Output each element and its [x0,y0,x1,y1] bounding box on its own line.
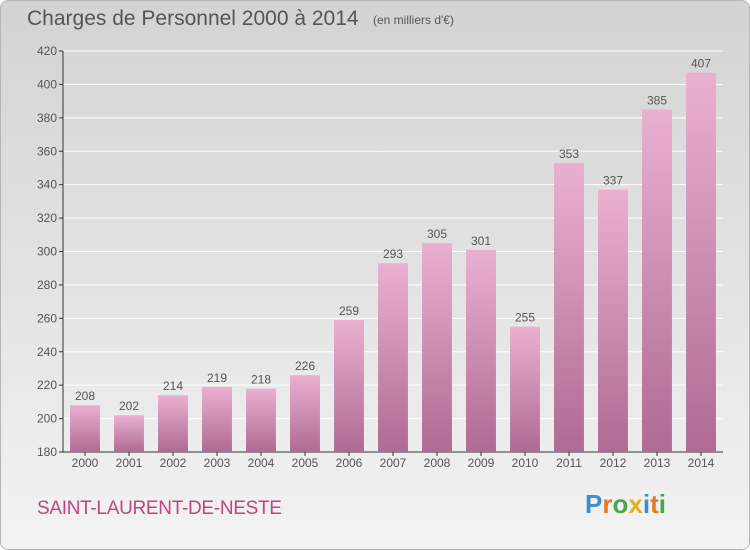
y-tick-label: 280 [37,278,57,292]
chart-units: (en milliers d'€) [373,13,454,27]
bar-value-label: 214 [163,379,183,393]
x-tick-label: 2003 [204,456,231,470]
bar-value-label: 208 [75,389,95,403]
bar-value-label: 301 [471,234,491,248]
x-tick-label: 2000 [72,456,99,470]
x-tick-label: 2011 [556,456,582,470]
bar-2011 [554,162,584,452]
y-tick-label: 400 [37,77,57,91]
y-tick-label: 200 [37,412,57,426]
x-tick-label: 2013 [644,456,671,470]
y-tick-label: 240 [37,345,57,359]
logo-letter: i [658,489,666,519]
bar-2013 [642,109,672,453]
axes: 180 200 220 240 260 280 300 320 340 360 380 400 420 2… [37,44,723,470]
x-tick-label: 2009 [468,456,495,470]
bar-value-label: 218 [251,373,271,387]
y-tick-label: 180 [37,445,57,459]
bar-2007 [378,263,408,452]
bar-value-label: 353 [559,147,579,161]
bar-2005 [290,375,320,452]
bar-2000 [70,405,100,452]
y-tick-label: 380 [37,111,57,125]
bar-2004 [246,388,276,452]
bar-2003 [202,386,232,452]
bar-2010 [510,326,540,452]
x-tick-label: 2012 [600,456,627,470]
bar-value-label: 293 [383,247,403,261]
y-tick-label: 340 [37,178,57,192]
bar-2012 [598,189,628,452]
bar-value-label: 226 [295,359,315,373]
x-tick-label: 2010 [512,456,539,470]
chart-title: Charges de Personnel 2000 à 2014 [27,7,359,30]
y-tick-label: 260 [37,311,57,325]
bar-value-label: 385 [647,93,667,107]
bar-value-label: 337 [603,174,623,188]
y-tick-label: 220 [37,378,57,392]
logo-letter: i [642,489,651,519]
x-tick-label: 2005 [292,456,319,470]
bar-value-label: 202 [119,399,139,413]
x-tick-label: 2001 [116,456,143,470]
logo-letter: o [612,489,629,519]
bar-value-label: 407 [691,57,711,71]
bar-2001 [114,415,144,452]
logo-letter: r [602,489,613,519]
bar-2006 [334,320,364,452]
proxiti-logo[interactable]: Proxiti [585,489,666,520]
bars [70,72,716,453]
bar-value-label: 219 [207,371,227,385]
bar-value-label: 305 [427,227,447,241]
x-tick-label: 2014 [688,456,715,470]
bar-value-label: 255 [515,311,535,325]
y-tick-label: 320 [37,211,57,225]
logo-letter: t [650,489,659,519]
x-tick-label: 2008 [424,456,451,470]
x-tick-label: 2006 [336,456,363,470]
x-tick-label: 2002 [160,456,187,470]
data-labels: 208 202 214 219 218 226 259 293 305 301 255 353 337 3… [75,57,711,414]
logo-letter: P [585,489,603,519]
bar-value-label: 259 [339,304,359,318]
bar-2014 [686,72,716,453]
bar-2002 [158,395,188,452]
logo-letter: x [628,489,643,519]
bar-2009 [466,249,496,452]
bar-2008 [422,243,452,452]
y-tick-label: 360 [37,144,57,158]
commune-name: SAINT-LAURENT-DE-NESTE [37,498,282,519]
y-tick-label: 420 [37,44,57,58]
x-tick-label: 2004 [248,456,275,470]
x-tick-label: 2007 [380,456,407,470]
y-tick-label: 300 [37,245,57,259]
